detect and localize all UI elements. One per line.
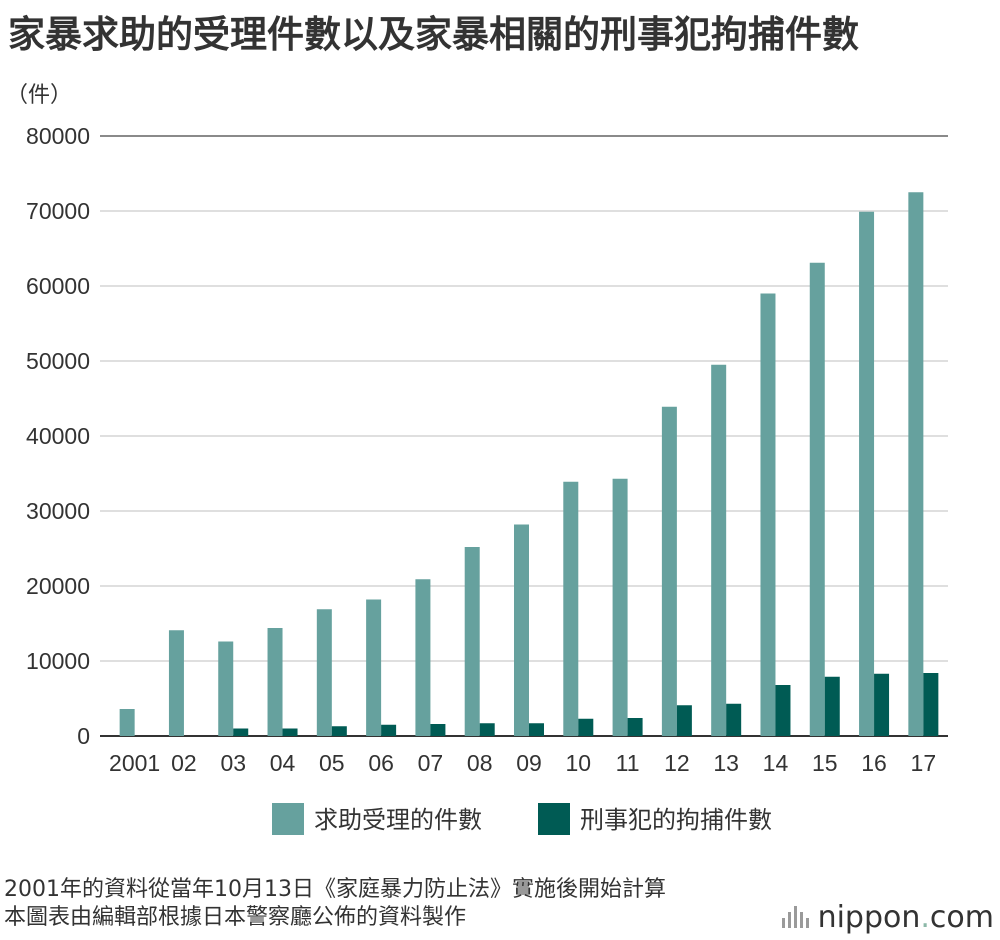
x-tick-label: 13	[713, 750, 739, 776]
bar-arrests	[824, 676, 840, 736]
bar-consultations	[316, 609, 332, 736]
note-line: 2001年的資料從當年10月13日《家庭暴力防止法》實施後開始計算	[4, 877, 666, 902]
bar-arrests	[775, 685, 791, 736]
bar-arrests	[676, 705, 692, 736]
x-tick-label: 11	[616, 750, 640, 776]
legend-swatch	[538, 803, 570, 835]
brand-suffix: com	[929, 900, 994, 935]
bar-consultations	[711, 364, 727, 736]
x-tick-label: 14	[763, 750, 789, 776]
bar-consultations	[809, 262, 825, 736]
bar-arrests	[874, 673, 890, 736]
bar-consultations	[168, 630, 184, 736]
legend-label: 求助受理的件數	[314, 806, 482, 834]
brand-logo: nippon. com	[781, 900, 994, 935]
x-tick-label: 15	[812, 750, 838, 776]
bar-arrests	[726, 703, 742, 736]
bar-consultations	[563, 481, 579, 736]
x-tick-label: 09	[516, 750, 542, 776]
bar-arrests	[282, 728, 298, 736]
x-tick-label: 16	[861, 750, 887, 776]
bar-consultations	[760, 293, 776, 736]
bar-consultations	[661, 406, 677, 736]
y-tick-label: 70000	[26, 198, 90, 224]
x-tick-label: 07	[418, 750, 444, 776]
bar-consultations	[612, 478, 628, 736]
x-tick-label: 05	[319, 750, 345, 776]
x-tick-label: 06	[368, 750, 394, 776]
x-tick-label: 17	[911, 750, 937, 776]
y-tick-label: 80000	[26, 123, 90, 149]
y-axis-ticks: 0 10000 20000 30000 40000 50000 60000 70000 8000…	[26, 123, 90, 749]
bar-consultations	[218, 641, 234, 736]
y-tick-label: 20000	[26, 573, 90, 599]
bar-arrests	[923, 673, 939, 736]
x-tick-label: 10	[565, 750, 591, 776]
y-tick-label: 50000	[26, 348, 90, 374]
x-tick-label: 02	[171, 750, 197, 776]
note-line: 本圖表由編輯部根據日本警察廳公佈的資料製作	[4, 905, 467, 930]
x-tick-label: 08	[467, 750, 493, 776]
y-axis-unit-label: （件）	[6, 83, 72, 108]
bar-consultations	[366, 599, 382, 736]
bar-consultations	[908, 192, 924, 736]
bar-arrests	[578, 718, 594, 736]
x-axis-ticks: 2001 02 03 04 05 06 07 08 09 10 11 12 13 14 15 16 17	[109, 750, 936, 776]
bar-consultations	[119, 709, 135, 736]
y-tick-label: 0	[77, 723, 90, 749]
notes: 2001年的資料從當年10月13日《家庭暴力防止法》實施後開始計算 本圖表由編輯…	[4, 876, 666, 932]
soundwave-icon	[781, 905, 812, 930]
legend-swatch	[272, 803, 304, 835]
brand-dot: .	[920, 900, 930, 935]
legend-label: 刑事犯的拘捕件數	[580, 806, 772, 834]
bar-arrests	[627, 718, 643, 736]
y-tick-label: 60000	[26, 273, 90, 299]
bar-arrests	[331, 726, 347, 736]
brand-name: nippon	[817, 900, 921, 935]
bar-arrests	[430, 724, 446, 736]
x-tick-label: 03	[220, 750, 246, 776]
x-tick-label: 2001	[109, 750, 160, 776]
bar-arrests	[479, 723, 495, 736]
y-tick-label: 30000	[26, 498, 90, 524]
x-tick-label: 12	[664, 750, 690, 776]
x-tick-label: 04	[270, 750, 296, 776]
bars	[119, 192, 939, 736]
y-tick-label: 40000	[26, 423, 90, 449]
bar-consultations	[514, 524, 529, 736]
bar-consultations	[859, 211, 875, 736]
bar-consultations	[415, 579, 431, 736]
legend: 求助受理的件數 刑事犯的拘捕件數	[272, 803, 772, 835]
bar-arrests	[381, 724, 397, 736]
y-tick-label: 10000	[26, 648, 90, 674]
bar-arrests	[233, 728, 249, 736]
chart-title: 家暴求助的受理件數以及家暴相關的刑事犯拘捕件數	[8, 13, 859, 56]
bar-arrests	[529, 723, 544, 736]
bar-consultations	[267, 628, 283, 736]
bar-consultations	[464, 547, 480, 736]
